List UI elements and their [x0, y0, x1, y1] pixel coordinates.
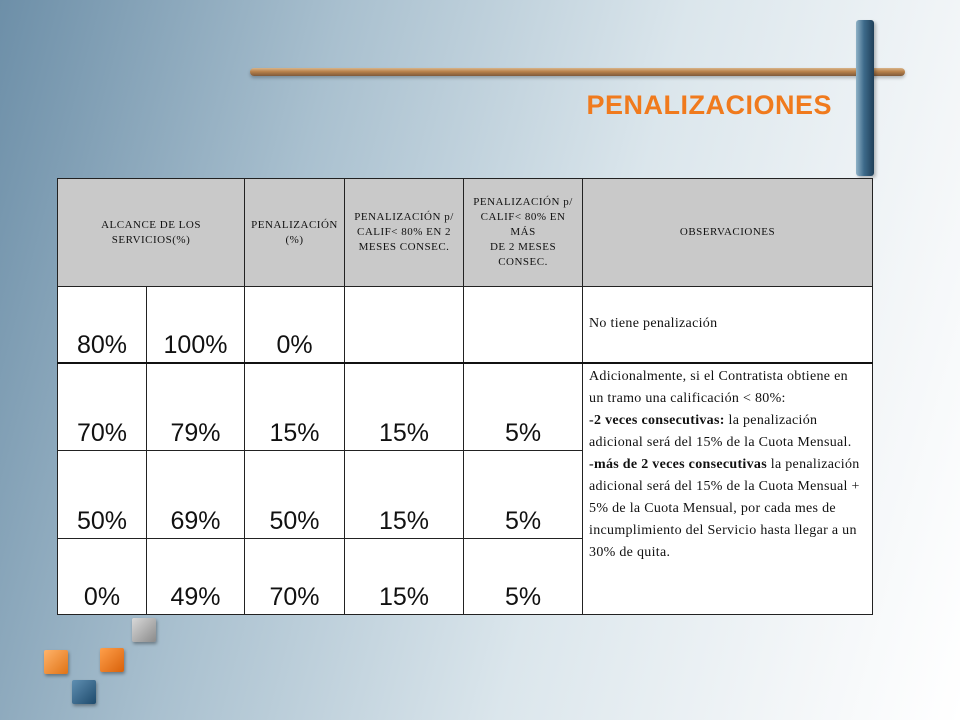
decorative-vertical-bar — [856, 20, 874, 176]
obs-text-mas-2-veces: la penalización adicional será del 15% d… — [589, 456, 860, 560]
header-text: (%) — [285, 233, 304, 246]
penalties-table: ALCANCE DE LOS SERVICIOS(%) PENALIZACIÓN… — [56, 178, 874, 615]
cell-penalizacion: 0% — [244, 286, 346, 364]
obs-bold-mas-2-veces: -más de 2 veces consecutivas — [589, 456, 767, 472]
cell-to: 69% — [145, 450, 246, 539]
cell-from: 50% — [57, 450, 147, 539]
cell-calif-mas: 5% — [463, 450, 584, 539]
table-row: 80% 100% 0% No tiene penalización — [57, 286, 874, 364]
header-alcance: ALCANCE DE LOS SERVICIOS(%) — [56, 178, 246, 287]
header-observaciones: OBSERVACIONES — [582, 178, 874, 287]
cell-calif-mas — [463, 286, 584, 364]
table-row: 0% 49% 70% 15% 5% — [57, 538, 873, 615]
cell-penalizacion: 50% — [244, 450, 346, 539]
decorative-horizontal-bar — [250, 68, 905, 76]
header-text: PENALIZACIÓN p/ — [473, 196, 573, 208]
obs-intro: Adicionalmente, si el Contratista obtien… — [589, 368, 848, 406]
cell-penalizacion: 70% — [244, 538, 346, 615]
cell-from: 80% — [57, 286, 147, 364]
decorative-square-grey — [132, 618, 156, 642]
cell-to: 100% — [145, 286, 246, 364]
header-text: DE 2 MESES — [489, 241, 557, 253]
cell-penalizacion: 15% — [244, 362, 346, 451]
decorative-square-orange — [44, 650, 68, 674]
obs-text-2-veces: la penalización adicional será del 15% d… — [589, 412, 852, 450]
cell-calif-mas: 5% — [463, 538, 584, 615]
header-text: PENALIZACIÓN p/ — [354, 211, 454, 223]
penalties-table-container: ALCANCE DE LOS SERVICIOS(%) PENALIZACIÓN… — [56, 178, 874, 615]
table-header-row: ALCANCE DE LOS SERVICIOS(%) PENALIZACIÓN… — [56, 178, 874, 287]
header-calif-mas-2-meses: PENALIZACIÓN p/ CALIF< 80% EN MÁS DE 2 M… — [463, 178, 584, 287]
header-text: PENALIZACIÓN — [251, 218, 338, 231]
header-penalizacion: PENALIZACIÓN (%) — [244, 178, 346, 287]
cell-calif-2: 15% — [344, 450, 465, 539]
cell-calif-mas: 5% — [463, 362, 584, 451]
decorative-square-orange — [100, 648, 124, 672]
cell-to: 49% — [145, 538, 246, 615]
slide-title: PENALIZACIONES — [586, 90, 832, 120]
cell-from: 0% — [57, 538, 147, 615]
cell-observacion-adicional: Adicionalmente, si el Contratista obtien… — [582, 362, 874, 615]
header-text: SERVICIOS(%) — [111, 233, 191, 246]
header-calif-2-meses: PENALIZACIÓN p/ CALIF< 80% EN 2 MESES CO… — [344, 178, 465, 287]
header-text: MESES CONSEC. — [358, 241, 450, 253]
cell-calif-2: 15% — [344, 538, 465, 615]
cell-observacion-sin-penalizacion: No tiene penalización — [582, 286, 874, 364]
cell-to: 79% — [145, 362, 246, 451]
header-text: CALIF< 80% EN MÁS — [480, 211, 566, 238]
header-text: CALIF< 80% EN 2 — [356, 226, 452, 238]
header-text: ALCANCE DE LOS — [101, 218, 201, 231]
cell-from: 70% — [57, 362, 147, 451]
obs-bold-2-veces: -2 veces consecutivas: — [589, 412, 725, 428]
table-row: 70% 79% 15% 15% 5% Adicionalmente, si el… — [57, 362, 874, 615]
cell-calif-2 — [344, 286, 465, 364]
decorative-square-blue — [72, 680, 96, 704]
cell-calif-2: 15% — [344, 362, 465, 451]
header-text: CONSEC. — [498, 256, 548, 268]
